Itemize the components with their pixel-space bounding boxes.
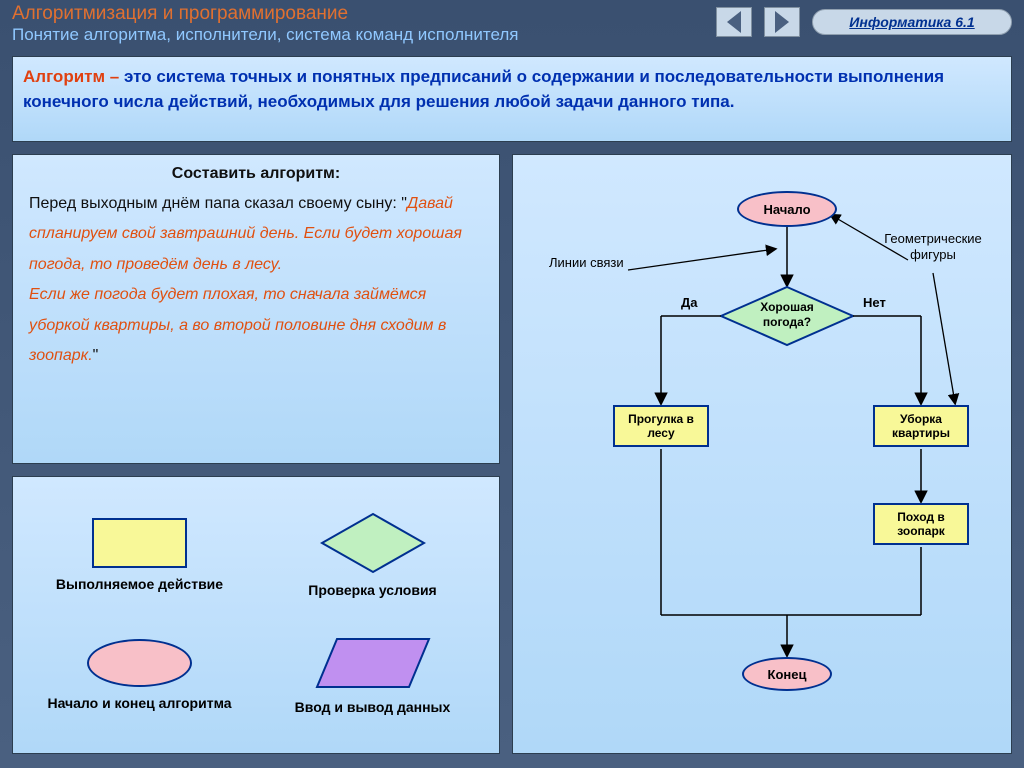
svg-text:Хорошая: Хорошая — [760, 300, 814, 314]
legend-io: Ввод и вывод данных — [256, 615, 489, 735]
chevron-left-icon — [727, 11, 741, 33]
definition-panel: Алгоритм – это система точных и понятных… — [12, 56, 1012, 142]
definition-term: Алгоритм – — [23, 67, 124, 86]
flowchart-panel: Хорошая погода? Начало Прогулка в лесу У… — [512, 154, 1012, 754]
diamond-icon — [318, 512, 428, 574]
legend-panel: Выполняемое действие Проверка условия На… — [12, 476, 500, 754]
task-quote: Давай спланируем свой завтрашний день. Е… — [29, 195, 462, 364]
task-endquote: " — [93, 347, 99, 364]
flow-yes-label: Да — [681, 295, 698, 310]
chevron-right-icon — [775, 11, 789, 33]
flow-annotation-lines: Линии связи — [549, 255, 624, 271]
legend-terminal: Начало и конец алгоритма — [23, 615, 256, 735]
legend-terminal-label: Начало и конец алгоритма — [47, 695, 231, 712]
legend-process: Выполняемое действие — [23, 495, 256, 615]
oval-icon — [87, 639, 192, 687]
flow-zoo-node: Поход в зоопарк — [873, 503, 969, 545]
task-title: Составить алгоритм: — [29, 165, 483, 183]
flow-clean-node: Уборка квартиры — [873, 405, 969, 447]
legend-decision-label: Проверка условия — [308, 582, 436, 599]
prev-button[interactable] — [716, 7, 752, 37]
flow-no-label: Нет — [863, 295, 886, 310]
flow-end-node: Конец — [742, 657, 832, 691]
rectangle-icon — [92, 518, 187, 568]
parallelogram-icon — [313, 635, 433, 691]
legend-process-label: Выполняемое действие — [56, 576, 223, 593]
legend-decision: Проверка условия — [256, 495, 489, 615]
legend-io-label: Ввод и вывод данных — [295, 699, 451, 716]
flow-start-node: Начало — [737, 191, 837, 227]
flow-walk-node: Прогулка в лесу — [613, 405, 709, 447]
page-title-2: Понятие алгоритма, исполнители, система … — [12, 25, 519, 45]
page-title-1: Алгоритмизация и программирование — [12, 3, 519, 25]
task-intro: Перед выходным днём папа сказал своему с… — [29, 195, 407, 212]
svg-text:погода?: погода? — [763, 315, 811, 329]
next-button[interactable] — [764, 7, 800, 37]
course-badge[interactable]: Информатика 6.1 — [812, 9, 1012, 35]
task-panel: Составить алгоритм: Перед выходным днём … — [12, 154, 500, 464]
definition-text: это система точных и понятных предписани… — [23, 67, 944, 111]
flow-annotation-shapes: Геометрическиефигуры — [873, 231, 993, 262]
